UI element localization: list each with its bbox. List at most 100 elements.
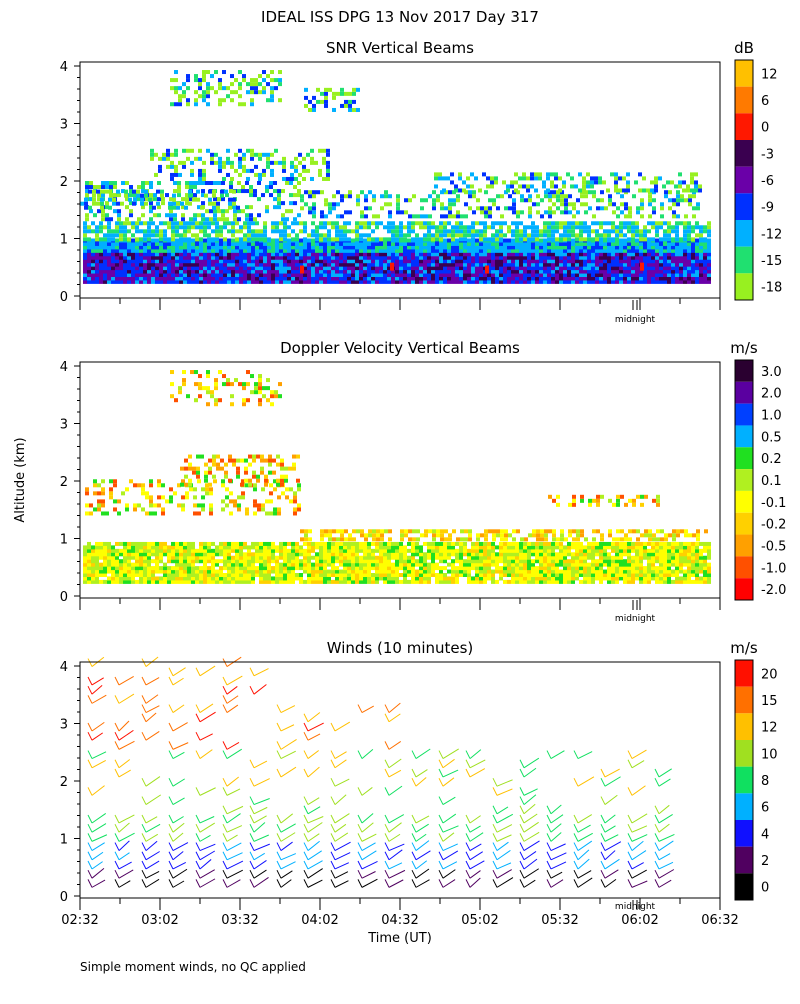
velocity-cell: [135, 542, 139, 546]
velocity-cell: [295, 563, 299, 567]
velocity-cell: [263, 566, 267, 570]
velocity-cell: [395, 573, 399, 577]
snr-cell: [327, 270, 331, 274]
snr-cell: [303, 259, 307, 263]
snr-cell: [227, 242, 231, 246]
snr-cell: [318, 149, 322, 153]
snr-cell: [310, 157, 314, 161]
snr-cell: [488, 206, 492, 210]
velocity-cell: [363, 552, 367, 556]
snr-cell: [570, 176, 574, 180]
snr-cell: [175, 266, 179, 270]
snr-cell: [431, 242, 435, 246]
snr-cell: [559, 249, 563, 253]
snr-cell: [151, 229, 155, 233]
snr-cell: [527, 252, 531, 256]
velocity-cell: [291, 580, 295, 584]
snr-cell: [154, 173, 158, 177]
velocity-cell: [179, 580, 183, 584]
snr-cell: [575, 280, 579, 284]
snr-cell: [245, 213, 249, 217]
snr-cell: [500, 194, 504, 198]
velocity-cell: [407, 570, 411, 574]
snr-cell: [499, 245, 503, 249]
snr-cell: [631, 252, 635, 256]
velocity-cell: [379, 570, 383, 574]
snr-cell: [250, 90, 254, 94]
snr-cell: [443, 225, 447, 229]
snr-cell: [691, 263, 695, 267]
snr-cell: [551, 249, 555, 253]
snr-cell: [228, 202, 232, 206]
snr-cell: [283, 242, 287, 246]
snr-cell: [311, 242, 315, 246]
snr-cell: [250, 157, 254, 161]
snr-cell: [131, 252, 135, 256]
snr-cell: [159, 233, 163, 237]
snr-cell: [139, 245, 143, 249]
velocity-cell: [383, 556, 387, 560]
snr-cell: [439, 245, 443, 249]
snr-cell: [659, 252, 663, 256]
velocity-cell: [179, 559, 183, 563]
snr-cell: [212, 206, 216, 210]
snr-cell: [183, 266, 187, 270]
snr-cell: [399, 280, 403, 284]
velocity-cell: [295, 556, 299, 560]
velocity-cell: [83, 576, 87, 580]
snr-cell: [91, 270, 95, 274]
snr-cell: [603, 276, 607, 280]
velocity-cell: [87, 559, 91, 563]
snr-cell: [273, 181, 277, 185]
snr-cell: [587, 256, 591, 260]
snr-cell: [87, 252, 91, 256]
snr-cell: [283, 276, 287, 280]
snr-cell: [507, 256, 511, 260]
snr-cell: [459, 276, 463, 280]
velocity-cell: [415, 563, 419, 567]
snr-cell: [552, 190, 556, 194]
snr-cell: [419, 221, 423, 225]
snr-cell: [143, 276, 147, 280]
snr-cell: [463, 225, 467, 229]
velocity-cell: [515, 580, 519, 584]
snr-cell: [107, 229, 111, 233]
velocity-cell: [403, 570, 407, 574]
snr-cell: [435, 237, 439, 241]
snr-cell: [463, 276, 467, 280]
snr-cell: [191, 266, 195, 270]
snr-cell: [347, 242, 351, 246]
snr-cell: [299, 256, 303, 260]
snr-cell: [451, 249, 455, 253]
velocity-cell: [267, 545, 271, 549]
snr-cell: [95, 270, 99, 274]
snr-cell: [87, 266, 91, 270]
velocity-cell: [183, 563, 187, 567]
snr-cell: [210, 74, 214, 78]
snr-cell: [431, 266, 435, 270]
velocity-cell: [439, 570, 443, 574]
snr-cell: [335, 233, 339, 237]
velocity-cell: [251, 556, 255, 560]
snr-cell: [611, 249, 615, 253]
velocity-cell: [127, 549, 131, 553]
snr-cell: [323, 259, 327, 263]
snr-cell: [495, 280, 499, 284]
velocity-cell: [435, 573, 439, 577]
snr-cell: [567, 229, 571, 233]
velocity-cell: [211, 559, 215, 563]
snr-cell: [271, 259, 275, 263]
snr-cell: [207, 280, 211, 284]
velocity-cell: [395, 549, 399, 553]
snr-cell: [159, 237, 163, 241]
snr-cell: [419, 259, 423, 263]
snr-cell: [238, 149, 242, 153]
velocity-cell: [375, 570, 379, 574]
snr-cell: [503, 221, 507, 225]
snr-cell: [83, 252, 87, 256]
snr-cell: [239, 273, 243, 277]
snr-cell: [651, 256, 655, 260]
velocity-cell: [331, 549, 335, 553]
velocity-cell: [411, 566, 415, 570]
snr-cell: [218, 86, 222, 90]
